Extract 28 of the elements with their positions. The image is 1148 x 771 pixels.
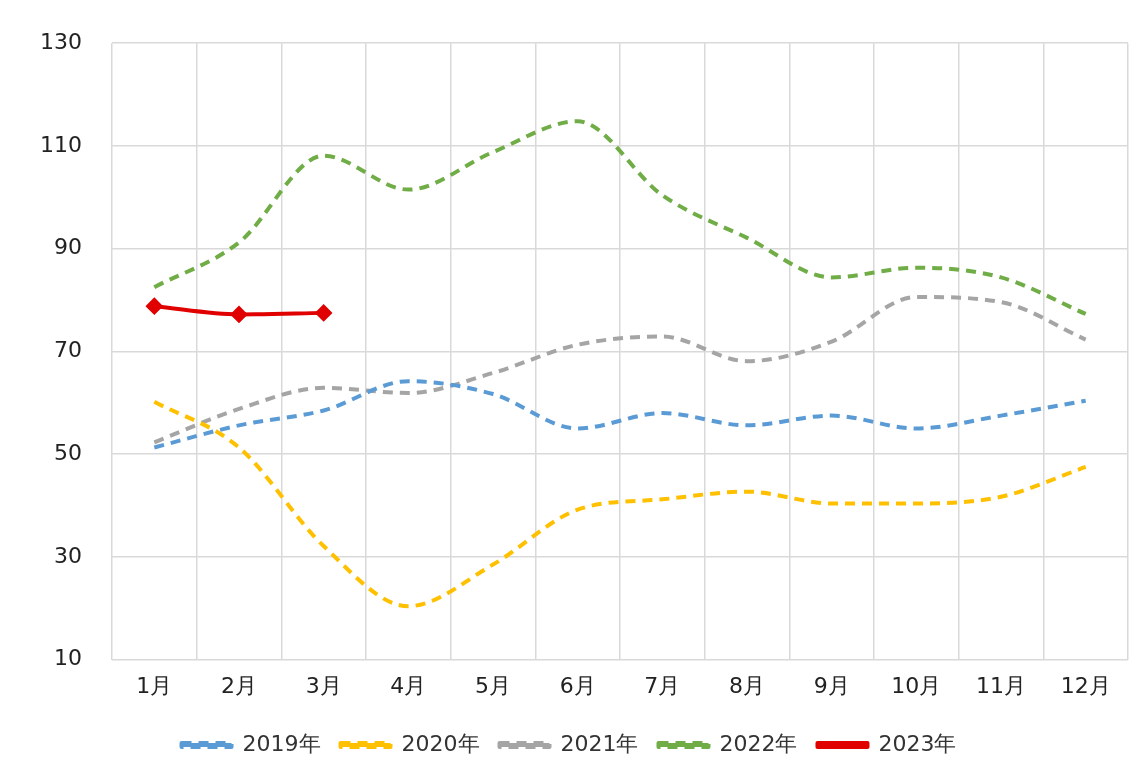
legend-label: 2023年 [878,730,957,756]
x-tick-label: 7月 [644,672,681,698]
line-series [152,294,1088,445]
y-tick-label: 10 [53,645,82,671]
legend-label: 2022年 [719,730,798,756]
legend-label: 2021年 [560,730,639,756]
x-tick-label: 10月 [891,672,942,698]
y-tick-label: 110 [39,131,82,157]
x-tick-label: 11月 [976,672,1026,698]
x-tick-label: 3月 [305,672,342,698]
y-tick-label: 90 [53,234,82,260]
x-tick-label: 5月 [474,672,511,698]
line-series [152,379,1088,450]
legend-label: 2019年 [242,730,321,756]
y-tick-label: 70 [53,337,82,363]
line-series [152,119,1088,316]
line-series [152,399,1088,609]
x-tick-label: 2月 [220,672,257,698]
y-tick-label: 30 [53,542,82,568]
x-tick-label: 6月 [559,672,596,698]
y-tick-label: 130 [39,28,82,54]
x-tick-label: 12月 [1060,672,1111,698]
x-tick-label: 1月 [136,672,173,698]
x-tick-label: 8月 [729,672,765,698]
x-tick-label: 9月 [813,672,850,698]
y-tick-label: 50 [53,439,82,465]
legend-label: 2020年 [401,730,480,756]
x-tick-label: 4月 [390,672,427,698]
